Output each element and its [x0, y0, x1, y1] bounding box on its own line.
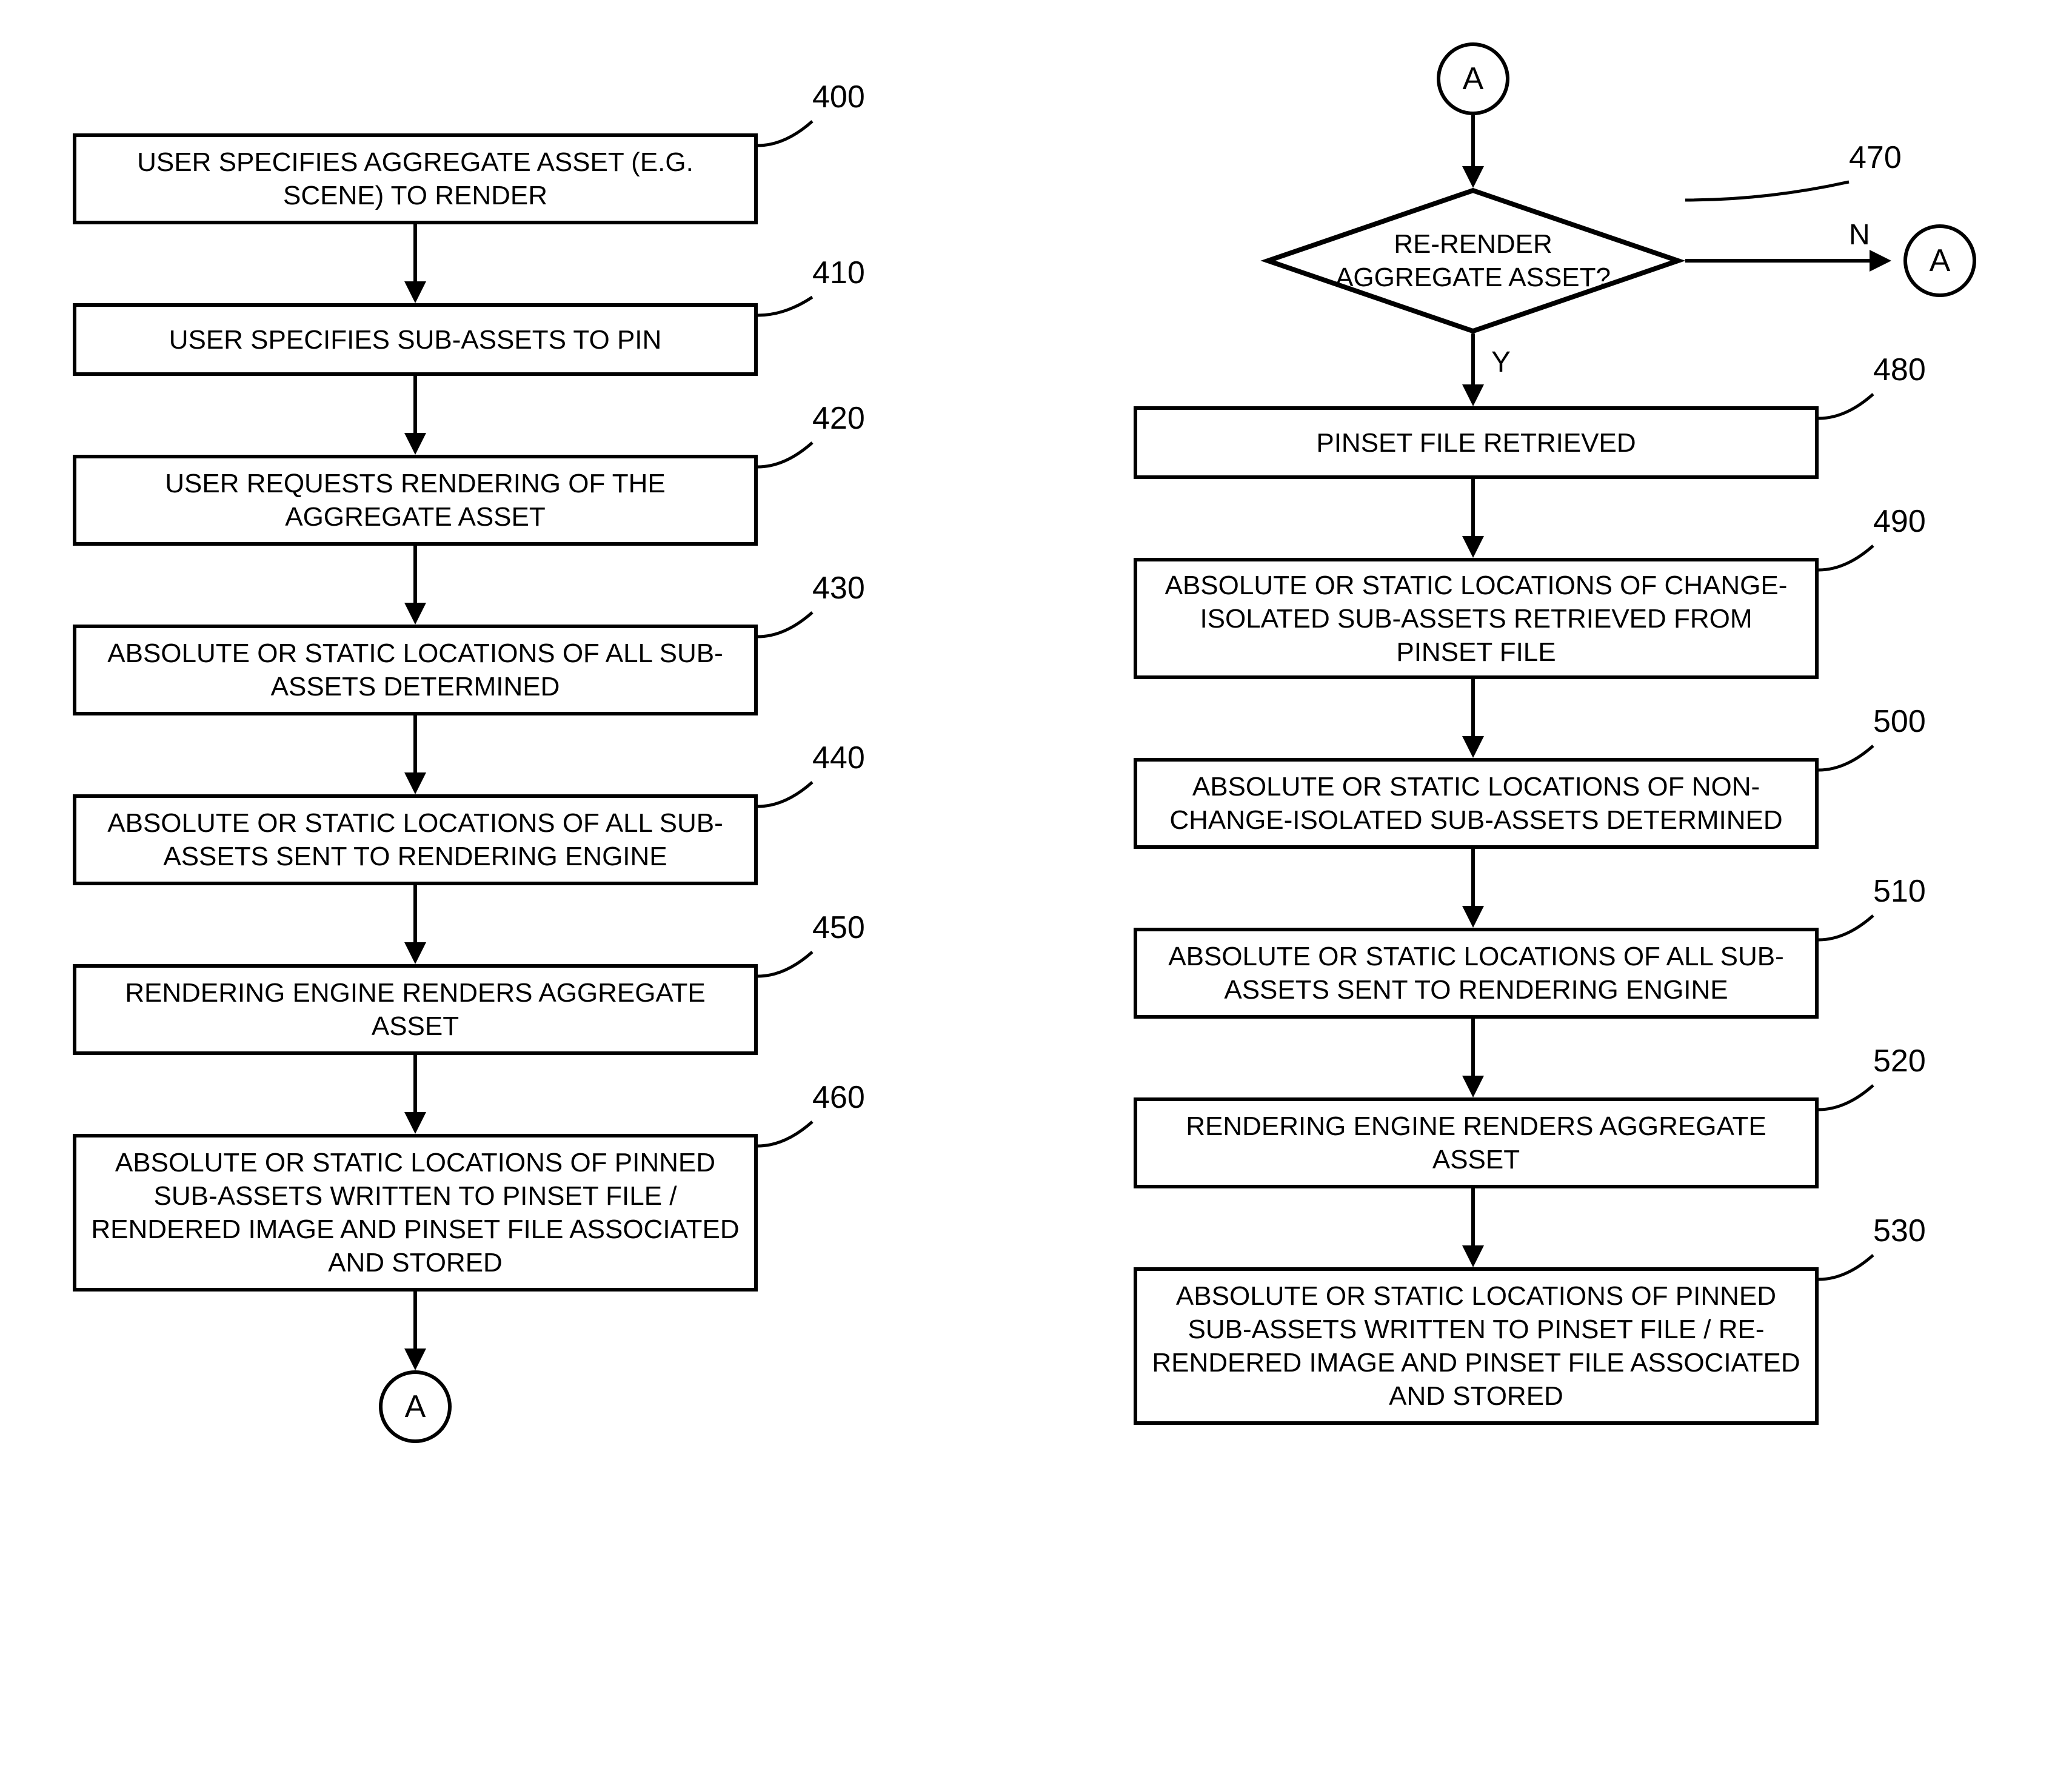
ref-label-400: 400: [812, 79, 865, 115]
box-text: ABSOLUTE OR STATIC LOCATIONS OF NON-CHAN…: [1149, 770, 1803, 837]
box-text: RENDERING ENGINE RENDERS AGGREGATE ASSET: [1149, 1110, 1803, 1176]
box-text: ABSOLUTE OR STATIC LOCATIONS OF PINNED S…: [89, 1146, 742, 1279]
box-text: ABSOLUTE OR STATIC LOCATIONS OF ALL SUB-…: [89, 637, 742, 703]
flowchart-box-480: PINSET FILE RETRIEVED: [1134, 406, 1819, 479]
ref-label-430: 430: [812, 570, 865, 606]
box-text: ABSOLUTE OR STATIC LOCATIONS OF ALL SUB-…: [89, 806, 742, 873]
ref-label-410: 410: [812, 255, 865, 291]
flowchart-box-410: USER SPECIFIES SUB-ASSETS TO PIN: [73, 303, 758, 376]
flowchart-box-500: ABSOLUTE OR STATIC LOCATIONS OF NON-CHAN…: [1134, 758, 1819, 849]
flowchart-box-420: USER REQUESTS RENDERING OF THE AGGREGATE…: [73, 455, 758, 546]
box-text: USER REQUESTS RENDERING OF THE AGGREGATE…: [89, 467, 742, 534]
box-text: ABSOLUTE OR STATIC LOCATIONS OF PINNED S…: [1149, 1279, 1803, 1413]
decision-no-label: N: [1849, 218, 1870, 252]
box-text: USER SPECIFIES SUB-ASSETS TO PIN: [169, 323, 662, 357]
flowchart-canvas: USER SPECIFIES AGGREGATE ASSET (E.G. SCE…: [0, 0, 2072, 1779]
connector-a-left-bottom: A: [379, 1370, 452, 1443]
ref-label-470: 470: [1849, 139, 1902, 176]
flowchart-box-440: ABSOLUTE OR STATIC LOCATIONS OF ALL SUB-…: [73, 794, 758, 885]
connector-a-right-no: A: [1903, 224, 1976, 297]
box-text: RENDERING ENGINE RENDERS AGGREGATE ASSET: [89, 976, 742, 1043]
box-text: ABSOLUTE OR STATIC LOCATIONS OF CHANGE-I…: [1149, 569, 1803, 669]
flowchart-box-450: RENDERING ENGINE RENDERS AGGREGATE ASSET: [73, 964, 758, 1055]
ref-label-460: 460: [812, 1079, 865, 1116]
ref-label-530: 530: [1873, 1213, 1926, 1249]
connector-a-right-top: A: [1437, 42, 1509, 115]
ref-label-450: 450: [812, 910, 865, 946]
flowchart-box-460: ABSOLUTE OR STATIC LOCATIONS OF PINNED S…: [73, 1134, 758, 1292]
ref-label-440: 440: [812, 740, 865, 776]
ref-label-420: 420: [812, 400, 865, 437]
flowchart-box-520: RENDERING ENGINE RENDERS AGGREGATE ASSET: [1134, 1097, 1819, 1188]
ref-label-490: 490: [1873, 503, 1926, 540]
flowchart-box-510: ABSOLUTE OR STATIC LOCATIONS OF ALL SUB-…: [1134, 928, 1819, 1019]
flowchart-box-530: ABSOLUTE OR STATIC LOCATIONS OF PINNED S…: [1134, 1267, 1819, 1425]
box-text: ABSOLUTE OR STATIC LOCATIONS OF ALL SUB-…: [1149, 940, 1803, 1007]
decision-yes-label: Y: [1491, 346, 1511, 379]
flowchart-box-400: USER SPECIFIES AGGREGATE ASSET (E.G. SCE…: [73, 133, 758, 224]
box-text: PINSET FILE RETRIEVED: [1316, 426, 1636, 460]
flowchart-connectors: [0, 0, 2072, 1779]
ref-label-520: 520: [1873, 1043, 1926, 1079]
ref-label-500: 500: [1873, 703, 1926, 740]
ref-label-480: 480: [1873, 352, 1926, 388]
decision-text: RE-RENDER AGGREGATE ASSET?: [1261, 188, 1685, 333]
flowchart-box-430: ABSOLUTE OR STATIC LOCATIONS OF ALL SUB-…: [73, 625, 758, 715]
box-text: USER SPECIFIES AGGREGATE ASSET (E.G. SCE…: [89, 146, 742, 212]
decision-470: RE-RENDER AGGREGATE ASSET?: [1261, 188, 1685, 333]
flowchart-box-490: ABSOLUTE OR STATIC LOCATIONS OF CHANGE-I…: [1134, 558, 1819, 679]
ref-label-510: 510: [1873, 873, 1926, 910]
